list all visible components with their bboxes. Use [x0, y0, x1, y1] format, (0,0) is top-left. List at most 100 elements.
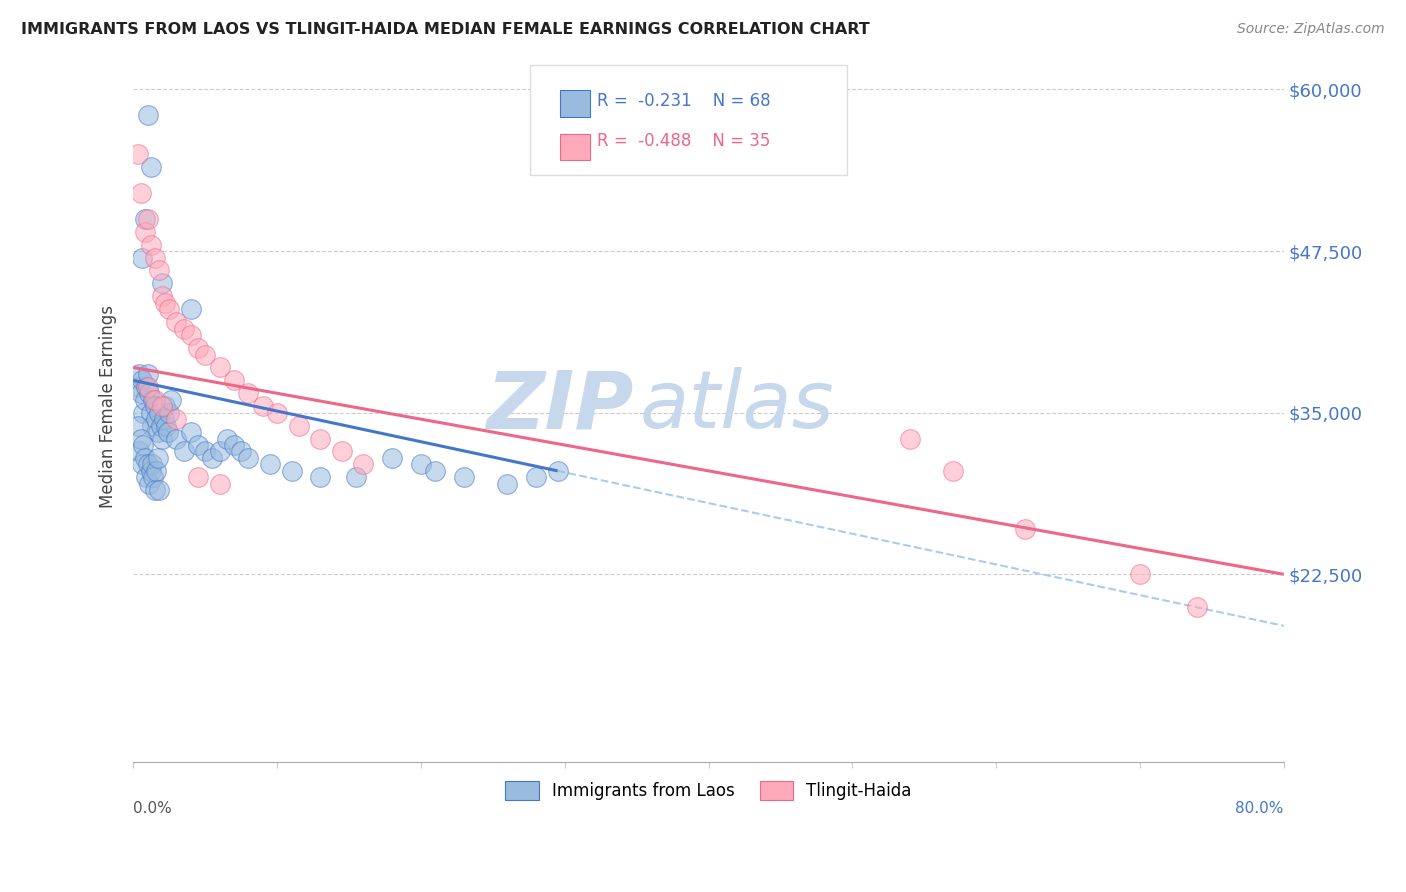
FancyBboxPatch shape [560, 90, 591, 117]
Point [266, 406, 288, 420]
Text: R =  -0.231    N = 68: R = -0.231 N = 68 [598, 92, 770, 110]
Point [166, 315, 188, 329]
Point [287, 418, 309, 433]
Point [145, 412, 167, 426]
Point [381, 450, 404, 465]
Point [409, 458, 432, 472]
Point [142, 470, 165, 484]
Point [344, 470, 367, 484]
Point [1129, 567, 1152, 582]
Point [898, 432, 921, 446]
Point [330, 444, 353, 458]
Point [215, 432, 238, 446]
Point [201, 450, 224, 465]
Point [155, 418, 177, 433]
Point [173, 321, 195, 335]
Point [139, 464, 162, 478]
Point [352, 458, 374, 472]
Point [259, 458, 281, 472]
Text: ZIP: ZIP [486, 368, 634, 445]
Point [143, 399, 166, 413]
Point [547, 464, 569, 478]
Point [156, 425, 179, 439]
Point [166, 412, 188, 426]
Y-axis label: Median Female Earnings: Median Female Earnings [100, 305, 117, 508]
Point [139, 237, 162, 252]
Point [157, 302, 180, 317]
Point [136, 211, 159, 226]
Text: 0.0%: 0.0% [134, 801, 172, 816]
Point [180, 302, 202, 317]
Point [187, 470, 209, 484]
Point [143, 392, 166, 407]
Point [280, 464, 302, 478]
Point [252, 399, 274, 413]
Point [127, 380, 149, 394]
Text: Source: ZipAtlas.com: Source: ZipAtlas.com [1237, 22, 1385, 37]
Point [143, 483, 166, 498]
Point [127, 418, 149, 433]
Point [208, 476, 231, 491]
Point [238, 386, 260, 401]
Point [131, 458, 153, 472]
Point [309, 432, 332, 446]
Point [134, 211, 156, 226]
Text: R =  -0.488    N = 35: R = -0.488 N = 35 [598, 132, 770, 150]
Point [149, 418, 172, 433]
Point [136, 458, 159, 472]
Point [208, 444, 231, 458]
Point [1014, 522, 1036, 536]
Point [496, 476, 519, 491]
Point [139, 406, 162, 420]
Legend: Immigrants from Laos, Tlingit-Haida: Immigrants from Laos, Tlingit-Haida [499, 774, 918, 806]
Text: atlas: atlas [640, 368, 834, 445]
Point [132, 406, 155, 420]
Point [159, 392, 181, 407]
Point [148, 263, 170, 277]
Point [141, 458, 163, 472]
Point [136, 367, 159, 381]
Point [143, 251, 166, 265]
Point [134, 450, 156, 465]
Point [148, 483, 170, 498]
Point [166, 432, 188, 446]
Point [942, 464, 965, 478]
Point [131, 373, 153, 387]
Point [150, 432, 173, 446]
Point [132, 438, 155, 452]
Point [136, 108, 159, 122]
Point [187, 438, 209, 452]
Point [222, 373, 245, 387]
FancyBboxPatch shape [530, 65, 846, 175]
Point [150, 399, 173, 413]
Point [194, 347, 217, 361]
Point [128, 367, 150, 381]
Point [180, 328, 202, 343]
Point [145, 464, 167, 478]
Point [127, 147, 149, 161]
Point [152, 412, 174, 426]
Point [136, 380, 159, 394]
Point [129, 386, 152, 401]
Point [129, 432, 152, 446]
Point [238, 450, 260, 465]
Point [138, 476, 160, 491]
Point [187, 341, 209, 355]
Point [157, 406, 180, 420]
Point [180, 425, 202, 439]
Point [134, 392, 156, 407]
Point [150, 277, 173, 291]
Point [146, 450, 169, 465]
Point [524, 470, 547, 484]
Point [146, 425, 169, 439]
Point [134, 225, 156, 239]
Point [453, 470, 475, 484]
Point [309, 470, 332, 484]
Point [425, 464, 447, 478]
Point [142, 392, 165, 407]
Point [208, 360, 231, 375]
Point [135, 470, 157, 484]
Point [139, 160, 162, 174]
Text: 80.0%: 80.0% [1236, 801, 1284, 816]
Point [231, 444, 253, 458]
